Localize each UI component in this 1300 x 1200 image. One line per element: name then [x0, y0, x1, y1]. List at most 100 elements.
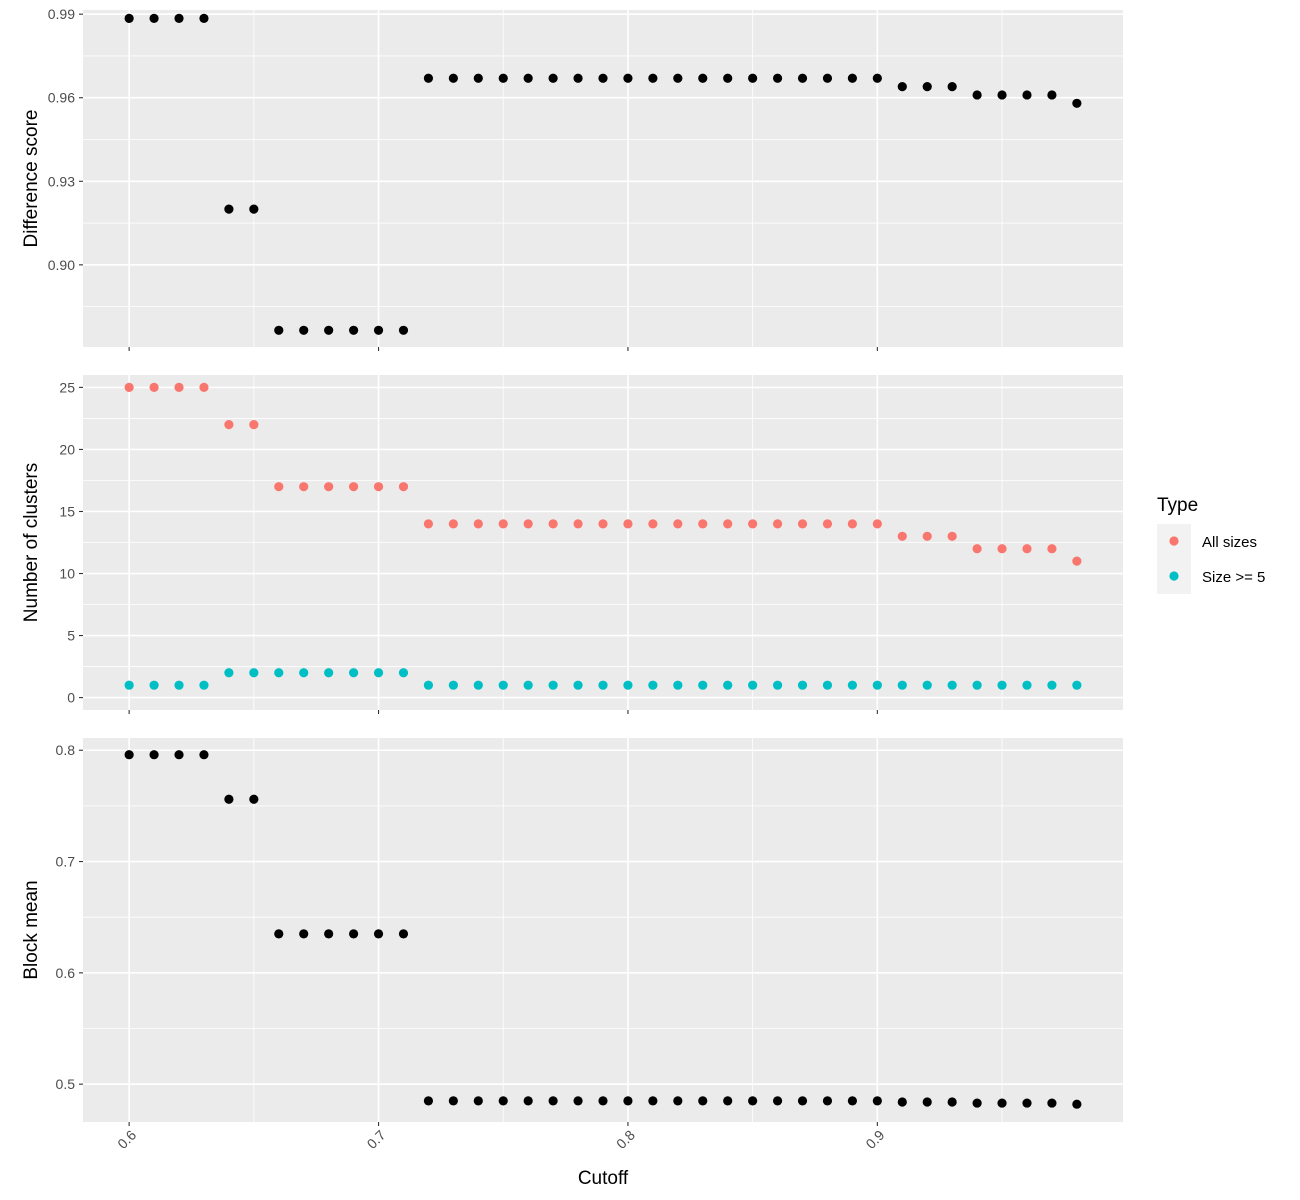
- data-point: [972, 1098, 982, 1108]
- data-point: [797, 73, 808, 83]
- data-point: [373, 668, 384, 678]
- data-point: [947, 1097, 957, 1107]
- y-tick-label: 0.8: [56, 742, 76, 758]
- y-tick-label: 20: [59, 441, 75, 457]
- data-point: [124, 13, 134, 23]
- data-point: [299, 482, 309, 492]
- data-point: [947, 81, 957, 92]
- data-point: [723, 73, 733, 83]
- data-point: [997, 544, 1007, 554]
- data-point: [748, 1096, 758, 1106]
- data-point: [149, 750, 159, 760]
- data-point: [548, 519, 558, 529]
- data-point: [174, 13, 184, 23]
- y-tick-label: 0.99: [48, 6, 75, 22]
- data-point: [673, 73, 683, 83]
- series-2: [124, 668, 1082, 690]
- data-point: [498, 680, 508, 690]
- data-point: [723, 680, 733, 690]
- data-point: [423, 1096, 434, 1106]
- data-point: [723, 519, 733, 529]
- data-point: [797, 519, 808, 529]
- data-point: [872, 680, 882, 690]
- data-point: [897, 1097, 907, 1107]
- y-axis-title: Number of clusters: [21, 463, 42, 622]
- data-point: [523, 680, 533, 690]
- data-point: [748, 73, 758, 83]
- data-point: [573, 519, 583, 529]
- data-point: [274, 929, 284, 939]
- data-point: [249, 794, 259, 804]
- data-point: [648, 519, 658, 529]
- data-point: [199, 13, 209, 23]
- data-point: [124, 750, 134, 760]
- data-point: [947, 531, 957, 541]
- data-point: [1072, 1099, 1082, 1109]
- data-point: [997, 90, 1007, 100]
- data-point: [623, 519, 633, 529]
- x-tick-label: 0.8: [613, 1127, 638, 1152]
- data-point: [324, 482, 334, 492]
- panel-1: 0.90 0.93 0.96 0.99 Difference score: [21, 6, 1123, 351]
- data-point: [174, 750, 184, 760]
- data-point: [348, 325, 359, 335]
- data-point: [448, 680, 458, 690]
- panel-background: [83, 10, 1123, 347]
- data-point: [897, 531, 907, 541]
- legend-label: All sizes: [1202, 534, 1257, 551]
- panel-background: [83, 738, 1123, 1122]
- data-point: [1047, 90, 1057, 100]
- data-point: [673, 680, 683, 690]
- data-point: [348, 668, 359, 678]
- data-point: [448, 73, 458, 83]
- data-point: [847, 519, 858, 529]
- data-point: [199, 750, 209, 760]
- legend-marker: [1169, 571, 1179, 581]
- legend: Type All sizes Size >= 5: [1157, 495, 1265, 594]
- data-point: [1047, 1098, 1057, 1108]
- legend-title: Type: [1157, 495, 1198, 516]
- data-point: [872, 73, 882, 83]
- data-point: [523, 1096, 533, 1106]
- data-point: [772, 1096, 783, 1106]
- data-point: [249, 204, 259, 214]
- y-tick-label: 0.7: [56, 854, 76, 870]
- data-point: [448, 1096, 458, 1106]
- data-point: [299, 929, 309, 939]
- data-point: [698, 1096, 708, 1106]
- data-point: [1072, 98, 1082, 108]
- data-point: [1047, 544, 1057, 554]
- data-point: [473, 680, 483, 690]
- data-point: [1072, 556, 1082, 566]
- data-point: [1072, 680, 1082, 690]
- y-tick-label: 0.5: [56, 1076, 76, 1092]
- panel-3: 0.5 0.6 0.7 0.8 Block mean: [21, 738, 1123, 1126]
- data-point: [598, 73, 608, 83]
- data-point: [648, 1096, 658, 1106]
- data-point: [473, 73, 483, 83]
- data-point: [548, 73, 558, 83]
- data-point: [972, 680, 982, 690]
- data-point: [623, 680, 633, 690]
- data-point: [523, 519, 533, 529]
- data-point: [673, 1096, 683, 1106]
- data-point: [423, 519, 434, 529]
- data-point: [1022, 90, 1032, 100]
- data-point: [872, 1096, 882, 1106]
- data-point: [249, 668, 259, 678]
- data-point: [174, 382, 184, 393]
- data-point: [373, 482, 384, 492]
- data-point: [997, 680, 1007, 690]
- data-point: [473, 1096, 483, 1106]
- data-point: [448, 519, 458, 529]
- data-point: [698, 519, 708, 529]
- data-point: [772, 519, 783, 529]
- data-point: [348, 929, 359, 939]
- data-point: [124, 382, 134, 393]
- y-tick-label: 10: [59, 566, 75, 582]
- series-1: [124, 13, 1082, 335]
- data-point: [698, 73, 708, 83]
- data-point: [498, 73, 508, 83]
- data-point: [922, 531, 932, 541]
- data-point: [299, 325, 309, 335]
